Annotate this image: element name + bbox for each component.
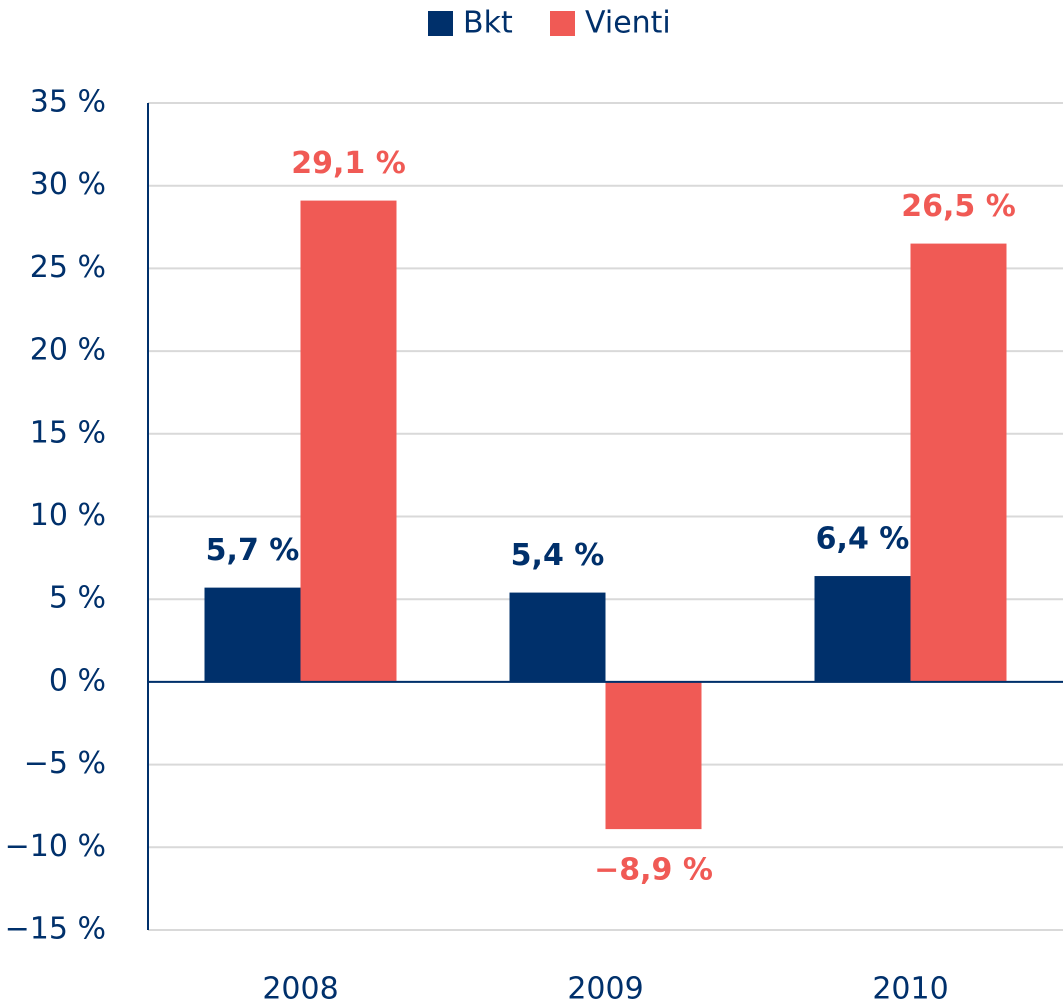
y-tick-label: 20 % [30,333,106,368]
y-tick-label: −10 % [5,829,106,864]
legend-label: Vienti [585,6,671,41]
y-tick-label: 0 % [49,663,106,698]
bar [300,200,397,682]
data-label: −8,9 % [594,853,713,888]
legend-label: Bkt [463,6,513,41]
bar [605,681,702,830]
x-tick-label: 2008 [262,972,338,1007]
data-label: 29,1 % [291,146,406,181]
data-label: 5,4 % [511,538,605,573]
bar [204,587,301,682]
y-tick-label: 25 % [30,250,106,285]
x-tick-label: 2009 [567,972,643,1007]
bar [910,243,1007,682]
y-tick-label: 5 % [49,581,106,616]
data-label: 26,5 % [901,189,1016,224]
data-label: 6,4 % [816,522,910,557]
y-tick-label: 30 % [30,167,106,202]
y-tick-label: 10 % [30,498,106,533]
bar [509,592,606,682]
legend-swatch [428,11,453,36]
y-tick-label: 35 % [30,85,106,120]
data-label: 5,7 % [206,533,300,568]
bar [814,576,911,682]
y-tick-label: −5 % [24,746,106,781]
y-tick-label: −15 % [5,912,106,947]
legend-swatch [550,11,575,36]
x-tick-label: 2010 [872,972,948,1007]
y-tick-label: 15 % [30,415,106,450]
